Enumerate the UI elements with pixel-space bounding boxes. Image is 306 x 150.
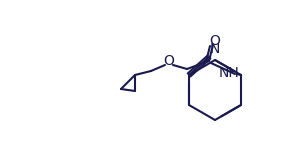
- Text: O: O: [210, 34, 220, 48]
- Text: NH: NH: [218, 66, 239, 80]
- Text: N: N: [210, 42, 220, 56]
- Text: O: O: [163, 54, 174, 68]
